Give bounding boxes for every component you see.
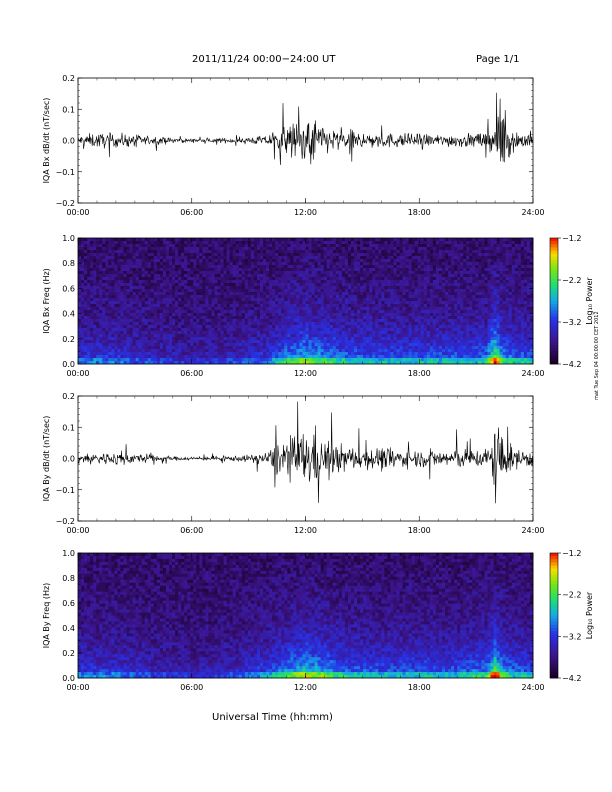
colorbar-tick-label: −2.2 [562, 591, 581, 600]
page-title: 2011/11/24 00:00−24:00 UT [192, 54, 336, 65]
series-line-3 [77, 401, 534, 504]
x-tick-label: 00:00 [66, 208, 89, 217]
y-tick-label: 1.0 [62, 549, 75, 558]
y-tick-label: 0.4 [62, 624, 75, 633]
x-tick-label: 06:00 [180, 526, 203, 535]
y-axis-label: IQA By dB/dt (nT/sec) [42, 416, 51, 502]
x-tick-label: 00:00 [66, 369, 89, 378]
y-tick-label: 0.2 [62, 392, 75, 401]
y-tick-label: 0.6 [62, 284, 75, 293]
y-tick-label: 1.0 [62, 234, 75, 243]
x-tick-label: 00:00 [66, 683, 89, 692]
x-tick-label: 18:00 [408, 369, 431, 378]
y-tick-label: 0.1 [62, 423, 75, 432]
colorbar-label: Log₁₀ Power [585, 591, 594, 639]
colorbar-tick-label: −3.2 [562, 632, 581, 641]
colorbar-4: −1.2 −2.2 −3.2 −4.2 Log₁₀ Power [549, 549, 594, 683]
colorbar-tick-label: −1.2 [562, 234, 581, 243]
side-stamp: mat Tue Sep 04 00:00:00 CET 2012 [594, 311, 600, 400]
x-tick-label: 12:00 [294, 526, 317, 535]
x-axis-title: Universal Time (hh:mm) [212, 712, 333, 723]
colorbar-label: Log₁₀ Power [585, 277, 594, 325]
x-tick-label: 06:00 [180, 208, 203, 217]
x-tick-label: 24:00 [521, 526, 544, 535]
x-tick-label: 12:00 [294, 683, 317, 692]
x-tick-label: 18:00 [408, 526, 431, 535]
page-number: Page 1/1 [476, 54, 520, 65]
colorbar-tick-label: −1.2 [562, 549, 581, 558]
y-tick-label: 0.0 [62, 360, 75, 369]
panel-3: 0.2 0.1 0.0 −0.1 −0.200:00 06:00 12:00 18:00 24:… [42, 392, 545, 535]
panel-1: 0.2 0.1 0.0 −0.1 −0.200:00 06:00 12:00 18:00 24:… [42, 74, 545, 217]
y-tick-label: 0.2 [62, 74, 75, 83]
y-tick-label: 0.2 [62, 335, 75, 344]
panel-2: −1.2 −2.2 −3.2 −4.2 Log₁₀ Power 1.0 0.8 0.6 0.4 0… [42, 234, 594, 378]
y-tick-label: 0.1 [62, 105, 75, 114]
y-axis-label: IQA Bx Freq (Hz) [42, 268, 51, 334]
y-tick-label: 0.0 [62, 455, 75, 464]
x-tick-label: 18:00 [408, 208, 431, 217]
x-tick-label: 24:00 [521, 208, 544, 217]
y-tick-label: 0.0 [62, 137, 75, 146]
y-tick-label: −0.1 [56, 486, 75, 495]
x-tick-label: 24:00 [521, 369, 544, 378]
y-tick-label: 0.8 [62, 574, 75, 583]
heatmap-cells-4 [78, 553, 534, 679]
colorbar-tick-label: −4.2 [562, 360, 581, 369]
y-tick-label: −0.2 [56, 199, 75, 208]
series-line-1 [77, 92, 534, 166]
panel-4: −1.2 −2.2 −3.2 −4.2 Log₁₀ Power 1.0 0.8 0.6 0.4 0… [42, 549, 594, 692]
heatmap-cells-2 [78, 238, 534, 365]
y-tick-label: 0.2 [62, 649, 75, 658]
x-tick-label: 12:00 [294, 208, 317, 217]
y-tick-label: 0.8 [62, 259, 75, 268]
x-tick-label: 18:00 [408, 683, 431, 692]
y-tick-label: −0.1 [56, 168, 75, 177]
colorbar-tick-label: −4.2 [562, 674, 581, 683]
colorbar-tick-label: −2.2 [562, 276, 581, 285]
colorbar-2: −1.2 −2.2 −3.2 −4.2 Log₁₀ Power [549, 234, 594, 369]
colorbar-tick-label: −3.2 [562, 318, 581, 327]
x-tick-label: 12:00 [294, 369, 317, 378]
x-tick-label: 06:00 [180, 683, 203, 692]
y-tick-label: −0.2 [56, 517, 75, 526]
y-tick-label: 0.4 [62, 310, 75, 319]
y-tick-label: 0.6 [62, 599, 75, 608]
y-axis-label: IQA Bx dB/dt (nT/sec) [42, 98, 51, 184]
x-tick-label: 00:00 [66, 526, 89, 535]
y-tick-label: 0.0 [62, 674, 75, 683]
x-tick-label: 24:00 [521, 683, 544, 692]
x-tick-label: 06:00 [180, 369, 203, 378]
y-axis-label: IQA By Freq (Hz) [42, 583, 51, 649]
